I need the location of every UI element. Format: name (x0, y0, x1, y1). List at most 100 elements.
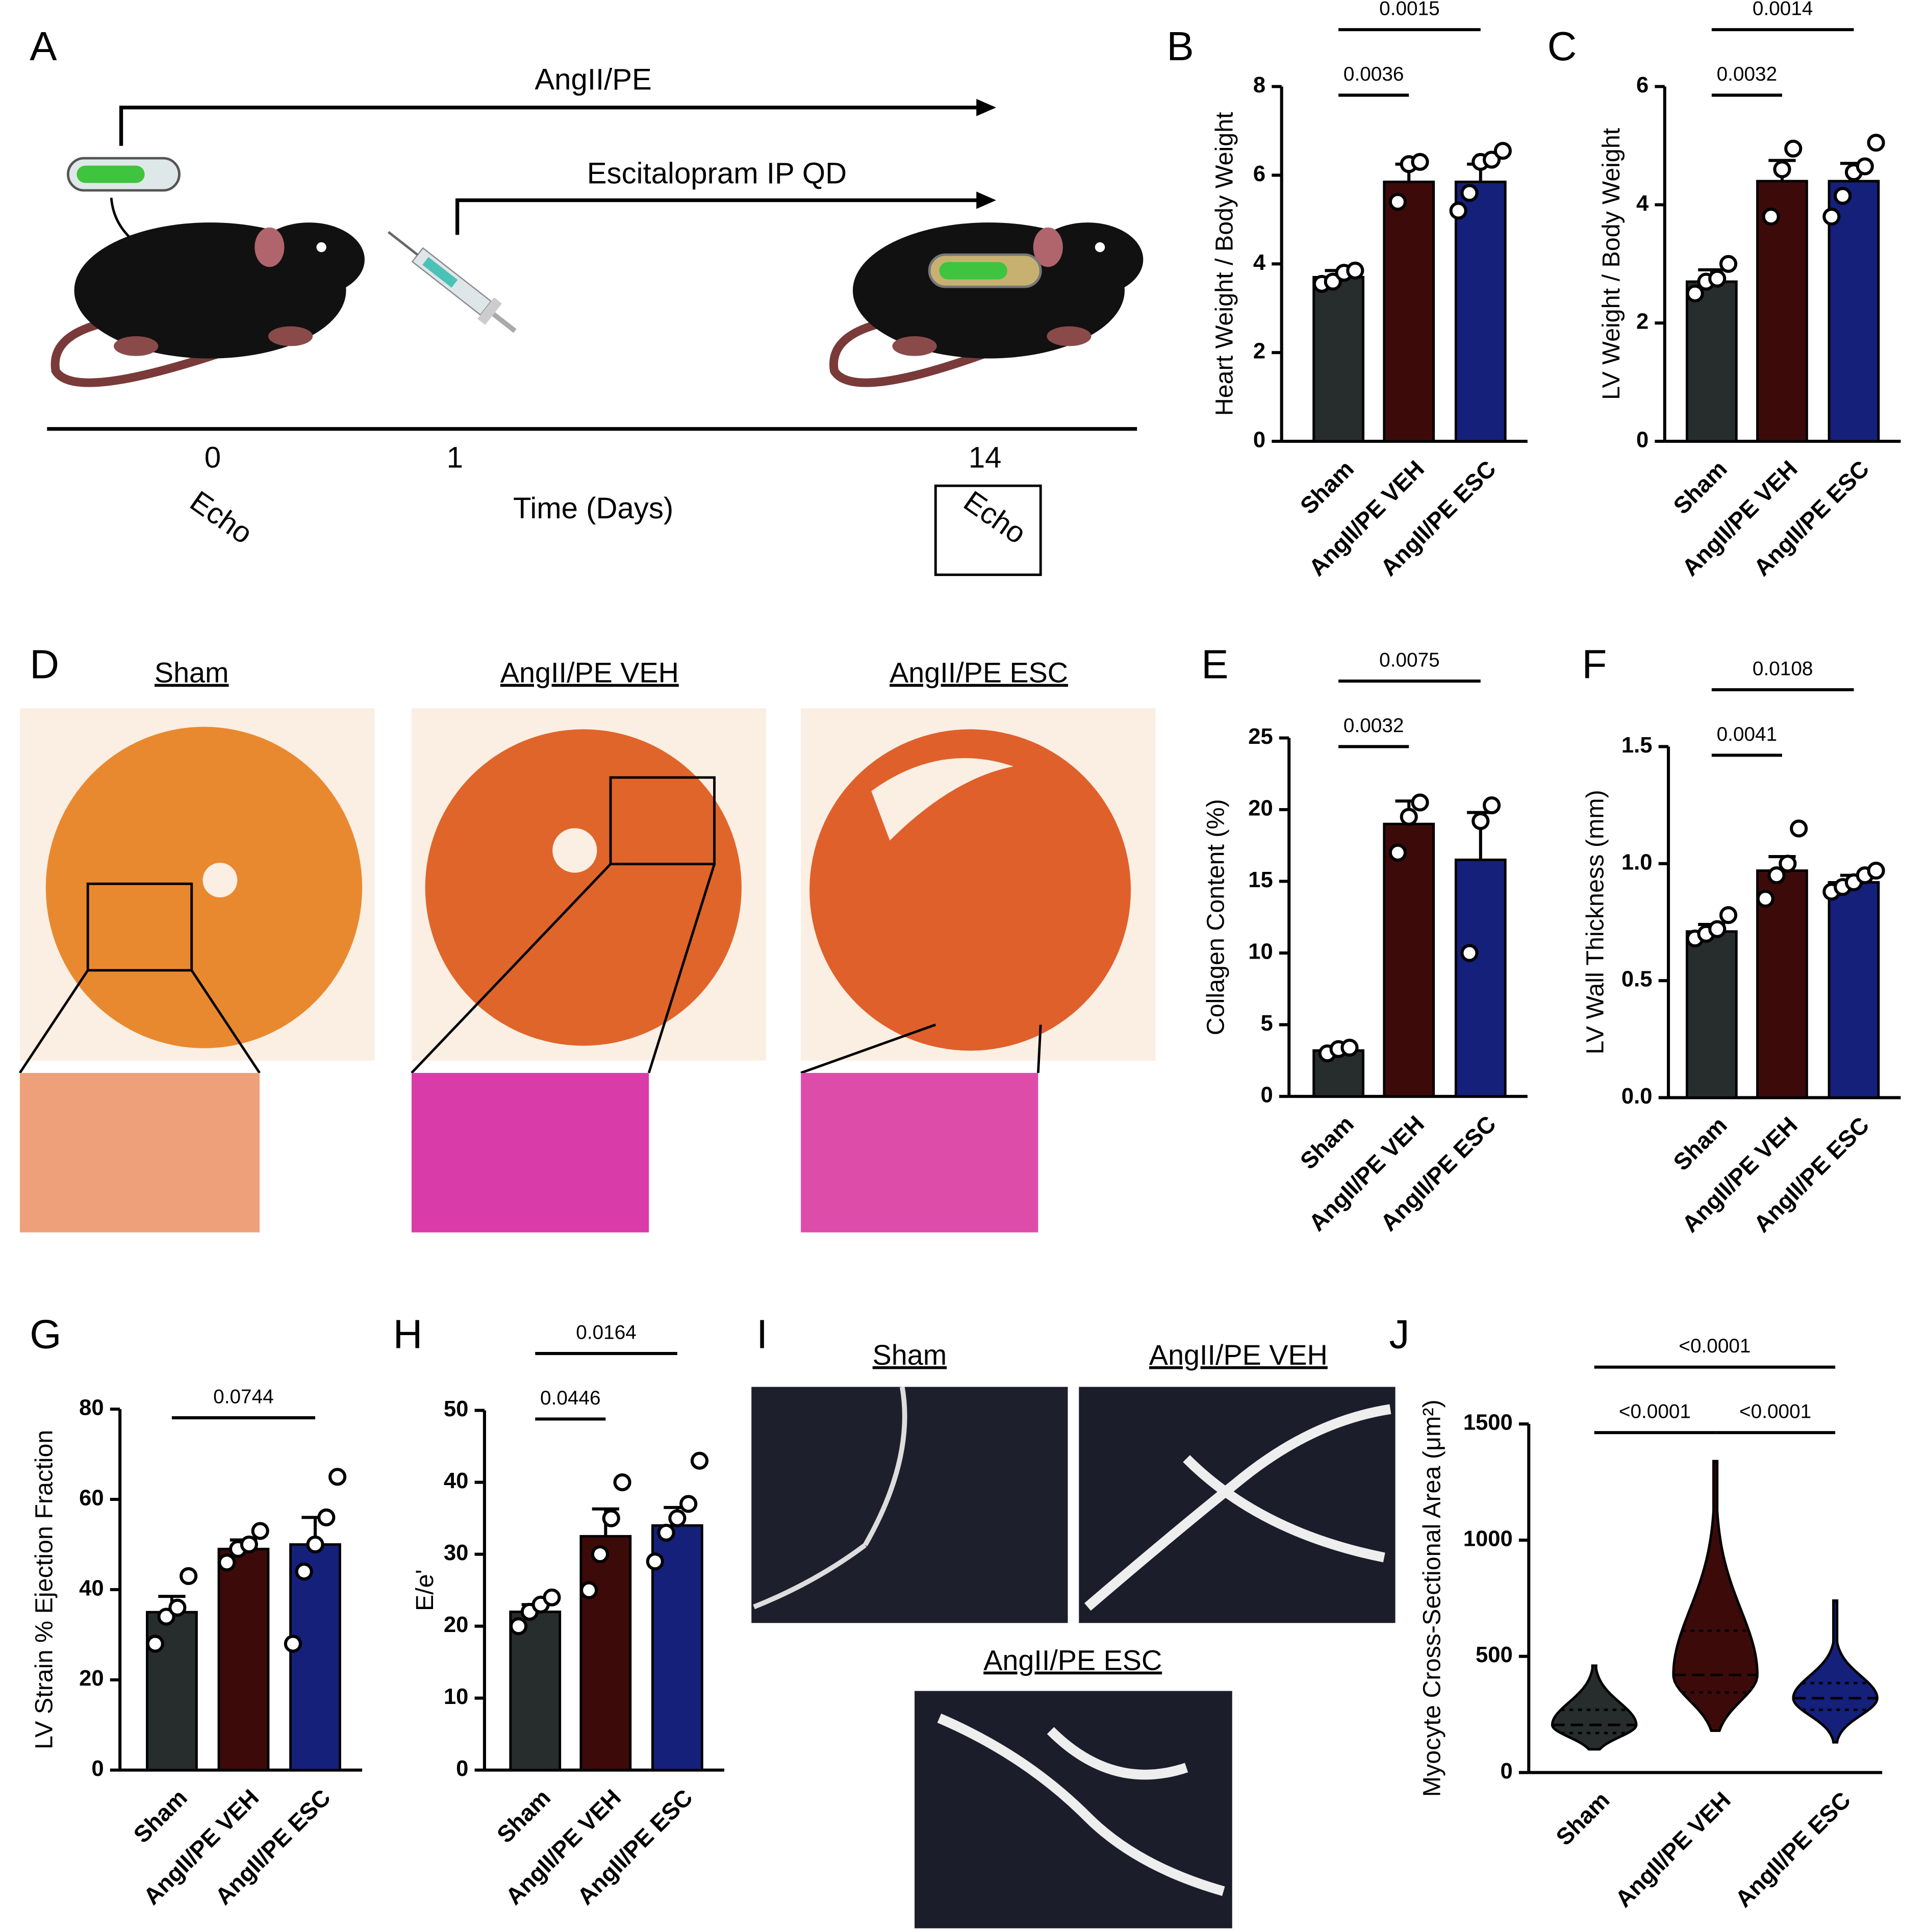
y-tick-label: 1.5 (1621, 733, 1653, 758)
data-point (1493, 142, 1512, 160)
zoom-image (801, 1073, 1038, 1233)
image-title: Sham (873, 1339, 947, 1371)
y-tick-label: 20 (79, 1666, 104, 1691)
data-point (679, 1495, 698, 1513)
data-point (1767, 866, 1786, 885)
timeline-tick: 0 (205, 441, 221, 474)
data-point (1867, 861, 1885, 880)
arrow-label: AngII/PE (535, 63, 651, 96)
y-tick-label: 0 (1253, 428, 1265, 452)
timeline-label: Time (Days) (513, 492, 673, 525)
data-point (1340, 1038, 1359, 1057)
x-tick-label: Sham (492, 1784, 555, 1848)
echo-label: Echo (184, 485, 259, 550)
significance-label: <0.0001 (1619, 1401, 1691, 1423)
histology-i: Sham AngII/PE VEH AngII/PE ESC (751, 1339, 1396, 1928)
bar (1685, 280, 1738, 443)
data-point (168, 1598, 187, 1617)
y-axis-label: LV Wall Thickness (mm) (1581, 790, 1609, 1055)
image-title: AngII/PE VEH (500, 657, 679, 689)
data-point (657, 1523, 675, 1542)
y-tick-label: 0.0 (1621, 1084, 1653, 1109)
panel-label: E (1201, 641, 1228, 687)
data-point (1449, 202, 1467, 220)
data-point (591, 1545, 610, 1564)
timeline-tick: 14 (969, 441, 1002, 474)
data-point (240, 1535, 258, 1553)
data-point (306, 1535, 324, 1553)
data-point (1388, 843, 1407, 862)
pump-core (77, 165, 145, 183)
data-point (1400, 808, 1418, 826)
panel-label: F (1582, 641, 1607, 687)
data-point (1834, 187, 1852, 205)
data-point (1346, 261, 1364, 280)
y-axis-label: LV Strain % Ejection Fraction (31, 1430, 58, 1749)
image-title: Sham (155, 657, 229, 689)
panel-label: I (756, 1312, 768, 1357)
data-point (580, 1581, 598, 1599)
data-point (157, 1608, 175, 1626)
echo-label: Echo (958, 485, 1032, 550)
zoom-image (411, 1073, 649, 1233)
panel-label: G (30, 1312, 61, 1357)
y-axis-label: Collagen Content (%) (1202, 799, 1229, 1035)
bar (217, 1547, 270, 1772)
y-tick-label: 8 (1253, 73, 1265, 97)
y-tick-label: 4 (1253, 250, 1266, 275)
y-tick-label: 2 (1253, 339, 1265, 364)
data-point (317, 1508, 336, 1526)
y-tick-label: 15 (1248, 868, 1273, 892)
y-tick-label: 10 (444, 1685, 469, 1709)
data-point (690, 1451, 709, 1470)
mouse (50, 222, 365, 387)
y-tick-label: 40 (79, 1576, 104, 1600)
mouse (829, 222, 1144, 387)
y-tick-label: 50 (444, 1397, 469, 1421)
data-point (1411, 793, 1429, 812)
significance-label: 0.0015 (1379, 0, 1440, 20)
data-point (1324, 272, 1342, 291)
zoom-image (19, 1073, 260, 1233)
y-axis-label: Heart Weight / Body Weight (1210, 112, 1238, 416)
data-point (1472, 812, 1490, 831)
y-tick-label: 0 (91, 1757, 104, 1781)
data-point (1708, 920, 1727, 938)
data-point (251, 1522, 269, 1540)
data-point (1686, 284, 1704, 303)
y-tick-label: 30 (444, 1541, 469, 1565)
schematic: AngII/PE Escitalopram IP QD (47, 63, 1144, 550)
bar (1312, 275, 1365, 443)
bar (289, 1543, 341, 1772)
significance-label: 0.0164 (576, 1322, 637, 1344)
bar (1828, 881, 1880, 1099)
y-tick-label: 20 (444, 1613, 469, 1637)
y-tick-label: 5 (1260, 1011, 1273, 1036)
panel-label: B (1166, 23, 1194, 69)
y-tick-label: 0 (456, 1757, 468, 1781)
data-point (1483, 796, 1501, 815)
y-tick-label: 20 (1248, 796, 1273, 821)
arrow (455, 198, 983, 235)
significance-label: 0.0075 (1379, 649, 1440, 671)
histology-d: Sham AngII/PE VEH AngII/PE ESC (18, 484, 1156, 1233)
x-tick-label: AngII/PE ESC (1730, 1787, 1856, 1912)
data-point (180, 1567, 198, 1585)
y-tick-label: 0 (1260, 1083, 1273, 1108)
data-point (1856, 157, 1874, 175)
y-tick-label: 500 (1476, 1643, 1513, 1667)
y-tick-label: 6 (1636, 73, 1648, 97)
x-tick-label: Sham (1295, 1110, 1359, 1174)
significance-label: 0.0032 (1343, 715, 1404, 737)
data-point (1719, 255, 1738, 273)
data-point (668, 1509, 687, 1527)
arrow (119, 106, 983, 146)
significance-label: 0.0446 (540, 1387, 601, 1409)
bar (1383, 822, 1435, 1098)
heart-section (425, 729, 742, 1046)
y-tick-label: 80 (79, 1396, 104, 1420)
y-tick-label: 1000 (1463, 1526, 1513, 1551)
y-tick-label: 10 (1248, 940, 1273, 964)
panel-label: J (1389, 1312, 1409, 1357)
